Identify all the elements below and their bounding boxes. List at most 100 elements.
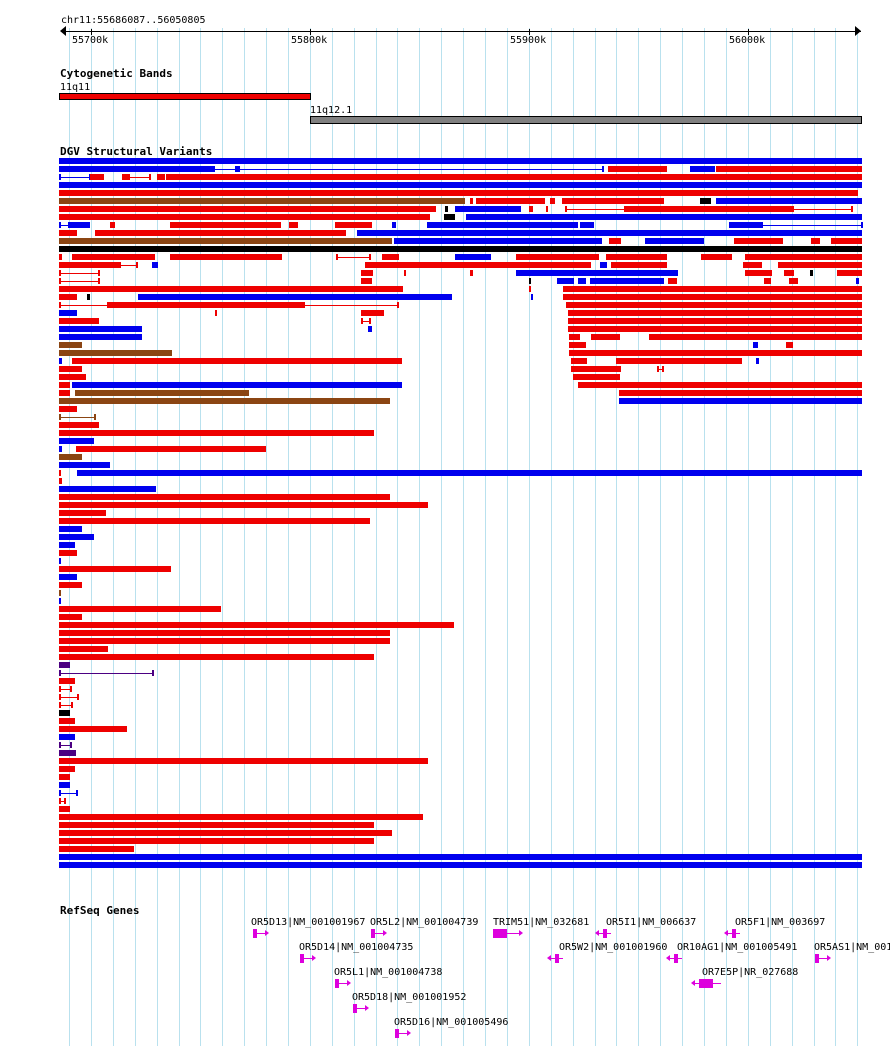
- dgv-variant[interactable]: [690, 166, 715, 172]
- dgv-variant[interactable]: [516, 254, 599, 260]
- dgv-variant-end[interactable]: [662, 366, 664, 372]
- dgv-variant-end[interactable]: [59, 302, 61, 308]
- dgv-variant[interactable]: [716, 198, 862, 204]
- dgv-variant[interactable]: [529, 286, 531, 292]
- dgv-variant[interactable]: [59, 182, 862, 188]
- dgv-variant-end[interactable]: [60, 446, 62, 452]
- dgv-variant[interactable]: [476, 198, 545, 204]
- dgv-variant[interactable]: [59, 598, 61, 604]
- dgv-variant[interactable]: [616, 358, 742, 364]
- dgv-variant-link[interactable]: [59, 801, 65, 802]
- gene-label[interactable]: OR5F1|NM_003697: [735, 917, 826, 928]
- dgv-variant[interactable]: [382, 254, 399, 260]
- dgv-variant-link[interactable]: [59, 673, 153, 674]
- dgv-variant[interactable]: [700, 198, 711, 204]
- dgv-variant[interactable]: [59, 286, 403, 292]
- dgv-variant[interactable]: [59, 158, 862, 164]
- dgv-variant-end[interactable]: [336, 254, 338, 260]
- dgv-variant[interactable]: [649, 334, 862, 340]
- dgv-variant[interactable]: [568, 310, 862, 316]
- gene-label[interactable]: TRIM51|NM_032681: [493, 917, 590, 928]
- dgv-variant[interactable]: [59, 342, 82, 348]
- gene-label[interactable]: OR5I1|NM_006637: [606, 917, 697, 928]
- dgv-variant-end[interactable]: [59, 270, 61, 276]
- dgv-variant-end[interactable]: [59, 694, 61, 700]
- dgv-variant[interactable]: [59, 326, 142, 332]
- dgv-variant[interactable]: [571, 366, 621, 372]
- dgv-variant-end[interactable]: [119, 262, 121, 268]
- dgv-variant[interactable]: [778, 262, 862, 268]
- dgv-variant-end[interactable]: [59, 790, 61, 796]
- dgv-variant[interactable]: [59, 830, 392, 836]
- cytoband-11q12-1[interactable]: [310, 116, 862, 124]
- ruler-left-arrow-icon[interactable]: [60, 26, 66, 36]
- dgv-variant-link[interactable]: [59, 689, 71, 690]
- dgv-variant[interactable]: [568, 326, 862, 332]
- dgv-variant-link[interactable]: [59, 273, 99, 274]
- dgv-variant[interactable]: [591, 334, 620, 340]
- dgv-variant[interactable]: [729, 222, 761, 228]
- dgv-variant[interactable]: [59, 214, 430, 220]
- dgv-variant[interactable]: [59, 518, 370, 524]
- dgv-variant[interactable]: [59, 462, 110, 468]
- dgv-variant[interactable]: [59, 478, 62, 484]
- dgv-variant[interactable]: [59, 678, 75, 684]
- dgv-variant[interactable]: [95, 230, 346, 236]
- dgv-variant[interactable]: [59, 422, 99, 428]
- dgv-variant[interactable]: [59, 606, 221, 612]
- gene-label[interactable]: OR5L2|NM_001004739: [370, 917, 479, 928]
- dgv-variant-end[interactable]: [59, 174, 61, 180]
- dgv-variant-end[interactable]: [59, 670, 61, 676]
- dgv-variant[interactable]: [59, 806, 70, 812]
- dgv-variant[interactable]: [59, 542, 75, 548]
- dgv-variant[interactable]: [59, 646, 108, 652]
- gene-line[interactable]: [353, 1008, 365, 1009]
- dgv-variant[interactable]: [90, 174, 104, 180]
- dgv-variant[interactable]: [606, 254, 667, 260]
- gene-label[interactable]: OR5W2|NM_001001960: [559, 942, 668, 953]
- dgv-variant[interactable]: [87, 294, 90, 300]
- dgv-variant[interactable]: [138, 294, 452, 300]
- dgv-variant[interactable]: [59, 558, 61, 564]
- dgv-variant[interactable]: [600, 262, 607, 268]
- dgv-variant[interactable]: [59, 294, 77, 300]
- dgv-variant[interactable]: [529, 206, 533, 212]
- dgv-variant-link[interactable]: [361, 321, 370, 322]
- dgv-variant[interactable]: [716, 166, 862, 172]
- dgv-variant[interactable]: [59, 366, 82, 372]
- dgv-variant-link[interactable]: [59, 705, 72, 706]
- dgv-variant[interactable]: [59, 822, 374, 828]
- gene-line[interactable]: [670, 958, 682, 959]
- dgv-variant[interactable]: [734, 238, 783, 244]
- dgv-variant-end[interactable]: [369, 254, 371, 260]
- dgv-variant[interactable]: [529, 278, 531, 284]
- dgv-variant-end[interactable]: [64, 798, 66, 804]
- dgv-variant-end[interactable]: [60, 254, 62, 260]
- dgv-variant[interactable]: [59, 534, 94, 540]
- dgv-variant[interactable]: [59, 638, 390, 644]
- gene-label[interactable]: OR5D18|NM_001001952: [352, 992, 467, 1003]
- dgv-variant[interactable]: [59, 406, 77, 412]
- dgv-variant[interactable]: [59, 574, 77, 580]
- dgv-variant[interactable]: [59, 206, 436, 212]
- dgv-variant-end[interactable]: [59, 742, 61, 748]
- dgv-variant[interactable]: [157, 174, 165, 180]
- dgv-variant[interactable]: [59, 774, 70, 780]
- dgv-variant[interactable]: [59, 190, 858, 196]
- dgv-variant[interactable]: [568, 318, 862, 324]
- dgv-variant[interactable]: [235, 166, 240, 172]
- dgv-variant[interactable]: [516, 270, 678, 276]
- gene-line[interactable]: [551, 958, 563, 959]
- dgv-variant[interactable]: [72, 254, 155, 260]
- dgv-variant[interactable]: [619, 390, 862, 396]
- dgv-variant[interactable]: [59, 438, 94, 444]
- dgv-variant-end[interactable]: [761, 222, 763, 228]
- dgv-variant-link[interactable]: [303, 305, 398, 306]
- dgv-variant-end[interactable]: [602, 166, 604, 172]
- gene-line[interactable]: [695, 983, 721, 984]
- dgv-variant[interactable]: [110, 222, 115, 228]
- dgv-variant-end[interactable]: [70, 742, 72, 748]
- dgv-variant-end[interactable]: [361, 318, 363, 324]
- dgv-variant-end[interactable]: [59, 278, 61, 284]
- dgv-variant-link[interactable]: [125, 177, 150, 178]
